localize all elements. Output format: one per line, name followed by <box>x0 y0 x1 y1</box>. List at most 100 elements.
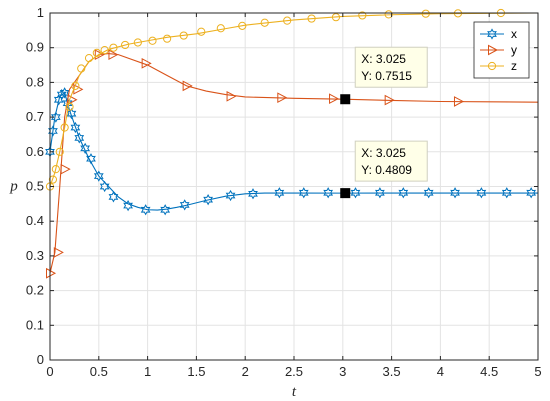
y-tick-label: 0.8 <box>26 74 44 89</box>
x-tick-label: 5 <box>534 364 541 379</box>
data-point-x <box>501 187 512 199</box>
data-point-z <box>283 16 292 25</box>
series-x <box>45 87 538 216</box>
y-tick-label: 0.6 <box>26 144 44 159</box>
series-y <box>46 49 539 279</box>
legend-marker <box>487 28 497 40</box>
data-point-z <box>109 43 118 52</box>
data-point-z <box>65 102 74 111</box>
data-point-z <box>51 165 60 174</box>
legend-label: y <box>511 43 517 57</box>
data-point-z <box>133 38 142 47</box>
x-tick-label: 3.5 <box>383 364 401 379</box>
datatip-y-text: Y: 0.7515 <box>361 69 412 83</box>
data-point-x <box>179 199 190 211</box>
data-point-z <box>216 24 225 33</box>
data-point-x <box>48 125 58 137</box>
data-point-x <box>323 187 334 199</box>
data-point-x <box>375 187 385 199</box>
y-tick-label: 0.2 <box>26 283 44 298</box>
data-point-y <box>277 92 288 103</box>
x-tick-label: 1.5 <box>187 364 205 379</box>
data-point-z <box>48 175 58 184</box>
datatip-marker <box>340 94 351 105</box>
data-point-y <box>226 90 237 102</box>
grid <box>49 12 539 361</box>
data-point-z <box>331 13 341 22</box>
data-point-x <box>108 191 119 203</box>
data-point-x <box>423 187 434 199</box>
data-point-x <box>59 87 70 99</box>
data-point-z <box>92 48 101 58</box>
data-point-y <box>182 80 193 92</box>
series-line-y <box>49 53 539 274</box>
datatip-marker <box>340 188 351 199</box>
data-point-z <box>163 34 172 43</box>
y-axis-label: p <box>9 179 18 195</box>
series-line-x <box>49 91 538 211</box>
data-point-y <box>108 49 119 60</box>
data-point-x <box>80 142 91 154</box>
x-tick-label: 3 <box>339 364 346 379</box>
y-tick-label: 0.4 <box>26 213 44 228</box>
data-point-x <box>123 199 133 212</box>
y-tick-label: 0.1 <box>26 317 44 332</box>
data-point-y <box>46 267 57 279</box>
y-tick-label: 0.3 <box>26 248 44 263</box>
data-point-y <box>53 247 64 258</box>
datatip-x-text: X: 3.025 <box>361 52 406 66</box>
y-tick-label: 0 <box>37 352 44 367</box>
series-z <box>45 8 539 191</box>
data-point-y <box>329 93 340 105</box>
datatip-y-text: Y: 0.4809 <box>361 163 412 177</box>
x-tick-label: 2 <box>242 364 249 379</box>
data-point-x <box>476 187 487 199</box>
y-tick-label: 0.9 <box>26 40 44 55</box>
x-tick-label: 4 <box>437 364 444 379</box>
x-tick-label: 0 <box>46 364 53 379</box>
data-point-x <box>526 187 537 199</box>
data-point-z <box>77 64 86 73</box>
data-point-z <box>100 46 109 55</box>
legend-item-y: y <box>480 43 517 57</box>
datatip: X: 3.025 Y: 0.4809 <box>340 140 428 199</box>
data-point-y <box>453 96 465 107</box>
data-point-x <box>50 111 61 123</box>
legend-item-x: x <box>480 27 517 41</box>
data-point-z <box>238 21 247 30</box>
data-point-y <box>94 49 105 60</box>
data-point-x <box>99 180 110 193</box>
data-point-x <box>56 88 67 101</box>
data-point-x <box>225 189 236 202</box>
datatips: X: 3.025 Y: 0.7515 X: 3.025 Y: 0.4809 <box>340 46 428 199</box>
data-point-x <box>140 204 151 216</box>
data-point-x <box>450 187 460 199</box>
legend-label: z <box>511 59 517 73</box>
data-point-x <box>160 204 171 216</box>
data-point-x <box>203 194 213 206</box>
legend-label: x <box>511 27 517 41</box>
data-point-z <box>121 40 130 50</box>
datatip-box <box>354 46 428 88</box>
y-tick-label: 1 <box>37 5 44 20</box>
x-tick-label: 1 <box>144 364 151 379</box>
data-point-y <box>60 163 71 175</box>
data-point-z <box>197 27 206 36</box>
datatip-box <box>354 140 428 182</box>
axis-ticks: 0 0.5 1 1.5 2 2.5 3 3.5 4 4.5 5 0 0.1 0.2 0.3 0.4 0.5 0.6… <box>26 5 542 379</box>
series-layer <box>45 8 539 279</box>
data-point-z <box>421 9 430 18</box>
data-point-y <box>67 94 78 106</box>
data-point-z <box>358 11 367 20</box>
x-tick-label: 0.5 <box>90 364 108 379</box>
data-point-x <box>86 153 96 165</box>
data-point-x <box>274 187 285 199</box>
data-point-x <box>74 132 85 144</box>
legend-marker <box>487 61 497 71</box>
data-point-z <box>84 54 94 63</box>
data-point-z <box>307 14 316 23</box>
data-point-x <box>398 187 409 199</box>
data-point-z <box>60 123 69 132</box>
data-point-x <box>298 187 309 199</box>
legend-marker <box>488 44 499 56</box>
